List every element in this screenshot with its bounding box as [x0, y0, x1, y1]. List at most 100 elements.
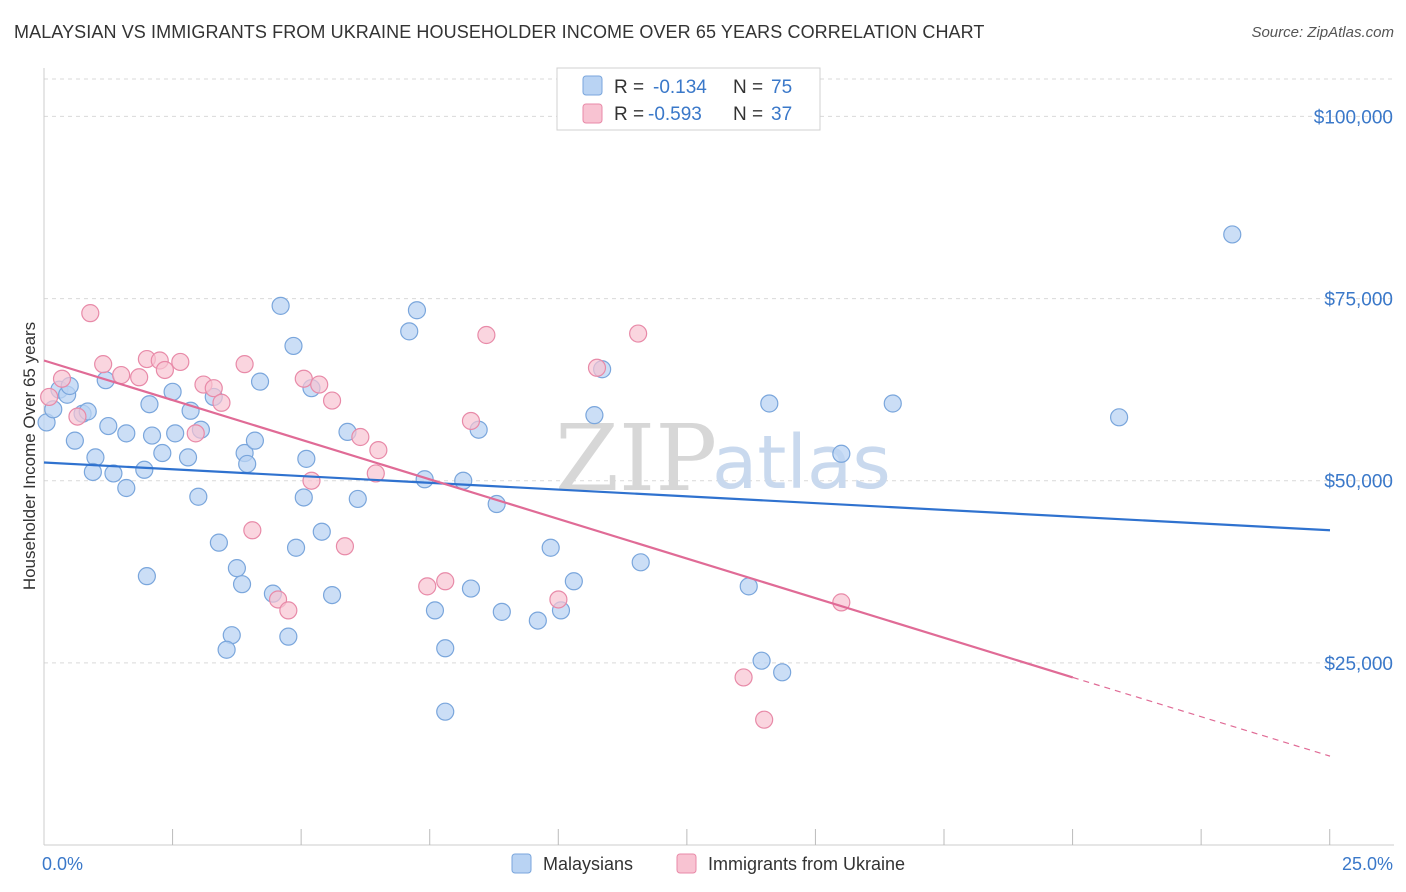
- data-point: [883, 394, 902, 413]
- data-point: [407, 301, 427, 320]
- data-point: [99, 416, 118, 436]
- data-point: [250, 372, 270, 391]
- data-point: [1109, 408, 1129, 427]
- data-point: [734, 668, 753, 687]
- data-point: [212, 393, 231, 412]
- legend-r-value: -0.134: [653, 77, 707, 98]
- legend-r-value: -0.593: [648, 104, 702, 125]
- data-point: [279, 601, 298, 620]
- legend-n-value: 37: [771, 104, 792, 125]
- data-point: [752, 651, 771, 670]
- data-point: [155, 360, 174, 380]
- data-point: [245, 431, 265, 450]
- data-point: [209, 533, 228, 552]
- correlation-legend: R = -0.134 N = 75 R = -0.593 N = 37: [556, 67, 821, 131]
- data-point: [425, 601, 445, 620]
- data-point: [204, 379, 223, 398]
- data-point: [760, 394, 779, 413]
- chart-title: MALAYSIAN VS IMMIGRANTS FROM UKRAINE HOU…: [14, 22, 985, 42]
- trend-line-ukraine: [43, 359, 1074, 679]
- legend-swatch-ukraine: [582, 103, 603, 124]
- data-point: [217, 640, 236, 659]
- data-point: [153, 443, 172, 463]
- data-point: [302, 471, 321, 490]
- data-point: [461, 579, 481, 598]
- bottom-legend-label: Immigrants from Ukraine: [708, 854, 905, 874]
- data-point: [755, 710, 774, 729]
- bottom-legend-swatch-malaysians: [511, 853, 532, 874]
- data-point: [243, 521, 262, 540]
- data-point: [81, 304, 100, 323]
- data-point: [322, 391, 342, 410]
- source-credit: Source: ZipAtlas.com: [1251, 24, 1394, 41]
- data-point: [335, 537, 355, 556]
- data-point: [773, 663, 792, 682]
- data-point: [297, 449, 316, 468]
- data-point: [436, 639, 455, 658]
- data-point: [832, 444, 851, 463]
- y-tick-label: $75,000: [1324, 290, 1393, 311]
- legend-r-label: R =: [614, 77, 644, 98]
- data-point: [322, 585, 342, 605]
- data-point: [232, 575, 252, 594]
- series-malaysians: [37, 225, 1242, 721]
- data-point: [418, 577, 437, 596]
- data-point: [65, 431, 84, 450]
- bottom-legend-swatch-ukraine: [676, 853, 697, 874]
- data-point: [227, 559, 246, 578]
- data-point: [130, 368, 149, 387]
- data-point: [166, 424, 185, 443]
- y-tick-label: $50,000: [1324, 472, 1393, 493]
- data-point: [541, 538, 560, 557]
- data-point: [189, 487, 208, 506]
- data-point: [294, 488, 313, 507]
- data-point: [140, 395, 159, 414]
- x-ticks: [172, 829, 1331, 845]
- series-immigrants-from-ukraine: [40, 304, 851, 729]
- bottom-legend-label: Malaysians: [543, 854, 633, 874]
- data-point: [294, 369, 313, 388]
- trend-lines: [43, 359, 1331, 757]
- series-legend: Malaysians Immigrants from Ukraine: [511, 853, 905, 874]
- data-point: [238, 454, 257, 474]
- watermark-atlas: atlas: [712, 420, 891, 506]
- data-point: [284, 336, 303, 356]
- data-point: [104, 464, 123, 483]
- data-point: [142, 426, 162, 445]
- data-point: [186, 424, 205, 443]
- data-point: [112, 365, 131, 385]
- data-point: [1223, 225, 1242, 244]
- data-point: [492, 602, 511, 621]
- data-point: [40, 387, 59, 407]
- data-point: [477, 325, 496, 345]
- data-point: [310, 375, 329, 394]
- data-point: [52, 369, 72, 388]
- data-point: [94, 355, 113, 374]
- y-tick-label: $25,000: [1324, 654, 1393, 675]
- data-point: [549, 590, 568, 609]
- data-point: [587, 358, 607, 377]
- trend-line-malaysians: [43, 461, 1331, 532]
- data-point: [585, 406, 604, 425]
- legend-r-label: R =: [614, 104, 644, 125]
- data-point: [631, 553, 650, 572]
- data-point: [369, 441, 388, 460]
- data-point: [117, 424, 136, 443]
- y-tick-labels: $25,000 $50,000 $75,000 $100,000: [1314, 107, 1393, 674]
- data-point: [117, 478, 136, 498]
- y-axis-label: Householder Income Over 65 years: [20, 322, 39, 590]
- data-point: [271, 296, 290, 315]
- legend-n-value: 75: [771, 77, 792, 98]
- y-tick-label: $100,000: [1314, 107, 1393, 128]
- data-point: [171, 352, 190, 372]
- data-point: [137, 567, 156, 586]
- data-point: [629, 324, 648, 343]
- data-point: [351, 427, 370, 447]
- data-point: [235, 355, 254, 374]
- data-point: [436, 702, 455, 721]
- legend-swatch-malaysians: [582, 75, 603, 96]
- data-point: [135, 460, 154, 479]
- data-point: [454, 471, 473, 490]
- data-point: [178, 448, 198, 467]
